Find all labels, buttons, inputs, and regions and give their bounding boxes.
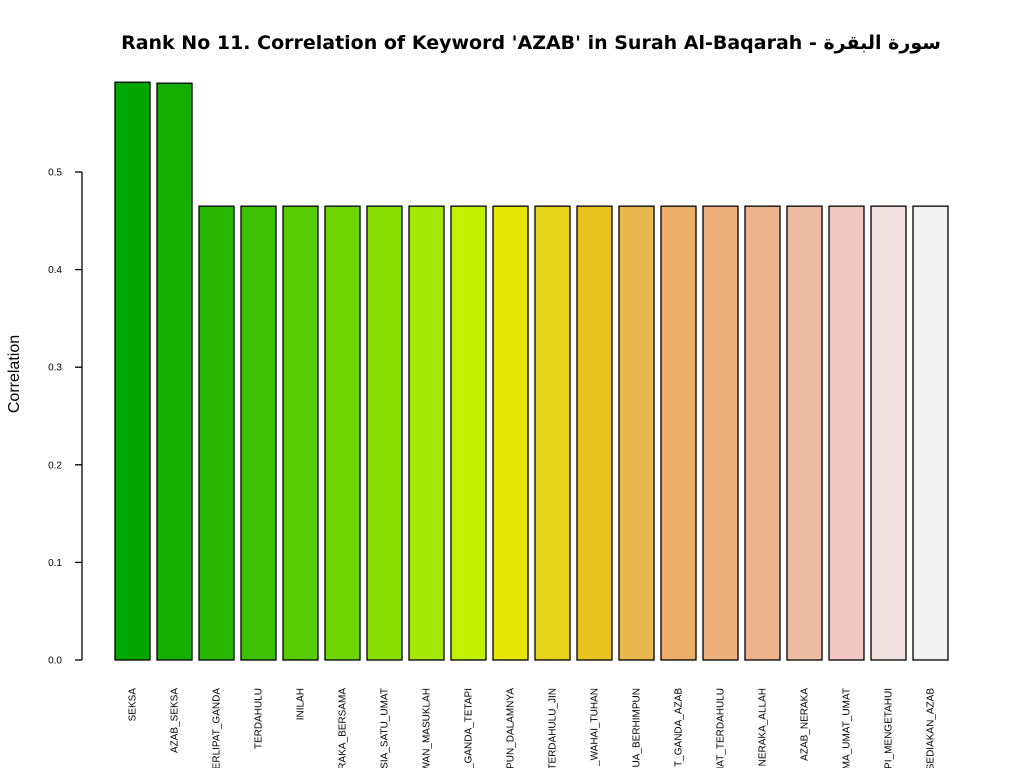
- y-axis-label: Correlation: [6, 335, 23, 413]
- y-tick-label: 0.4: [48, 265, 62, 276]
- bar: [870, 205, 907, 661]
- bar: [744, 205, 781, 661]
- x-tick-label: PUN_DALAMNYA: [506, 688, 517, 768]
- x-tick-label: PI_MENGETAHUI: [884, 688, 895, 768]
- x-tick-label: MUA_BERHIMPUN: [632, 688, 643, 768]
- x-tick-label: ERLIPAT_GANDA: [212, 688, 223, 768]
- bar: [366, 205, 403, 661]
- x-tick-label: SEDIAKAN_AZAB: [926, 688, 937, 768]
- y-tick-label: 0.3: [48, 363, 62, 374]
- y-tick-label: 0.5: [48, 168, 62, 179]
- bar: [450, 205, 487, 661]
- bar: [786, 205, 823, 661]
- y-axis: 0.0 0.1 0.2 0.3 0.4 0.5: [48, 168, 83, 667]
- bar: [156, 82, 193, 661]
- x-tick-label: SIA_SATU_UMAT: [380, 688, 391, 768]
- bar: [324, 205, 361, 661]
- bar: [576, 205, 613, 661]
- x-tick-label: T_GANDA_AZAB: [674, 688, 685, 767]
- bar: [198, 205, 235, 661]
- bar: [702, 205, 739, 661]
- x-tick-label: MA_UMAT_UMAT: [842, 688, 853, 768]
- x-tick-label: _GANDA_TETAPI: [464, 688, 475, 768]
- x-axis-labels: SEKSA AZAB_SEKSA ERLIPAT_GANDA TERDAHULU INI…: [128, 688, 937, 768]
- bar: [492, 205, 529, 661]
- bars: [114, 81, 949, 661]
- bar: [660, 205, 697, 661]
- y-tick-label: 0.0: [48, 656, 62, 667]
- bar: [534, 205, 571, 661]
- x-tick-label: SEKSA: [128, 688, 139, 722]
- x-tick-label: AZAB_SEKSA: [170, 688, 181, 753]
- y-tick-label: 0.1: [48, 558, 62, 569]
- bar: [114, 81, 151, 661]
- x-tick-label: MAT_TERDAHULU: [716, 688, 727, 768]
- x-tick-label: TERDAHULU: [254, 688, 265, 749]
- bar: [828, 205, 865, 661]
- bar: [408, 205, 445, 661]
- x-tick-label: RAKA_BERSAMA: [338, 688, 349, 768]
- bar: [240, 205, 277, 661]
- bar: [282, 205, 319, 661]
- bar: [618, 205, 655, 661]
- x-tick-label: _WAHAI_TUHAN: [590, 688, 601, 767]
- x-tick-label: AZAB_NERAKA: [800, 688, 811, 761]
- x-tick-label: TERDAHULU_JIN: [548, 688, 559, 768]
- chart-title: Rank No 11. Correlation of Keyword 'AZAB…: [121, 32, 941, 54]
- x-tick-label: WAN_MASUKLAH: [422, 688, 433, 768]
- y-tick-label: 0.2: [48, 460, 62, 471]
- x-tick-label: NERAKA_ALLAH: [758, 688, 769, 766]
- x-tick-label: INILAH: [296, 688, 307, 720]
- bar: [912, 205, 949, 661]
